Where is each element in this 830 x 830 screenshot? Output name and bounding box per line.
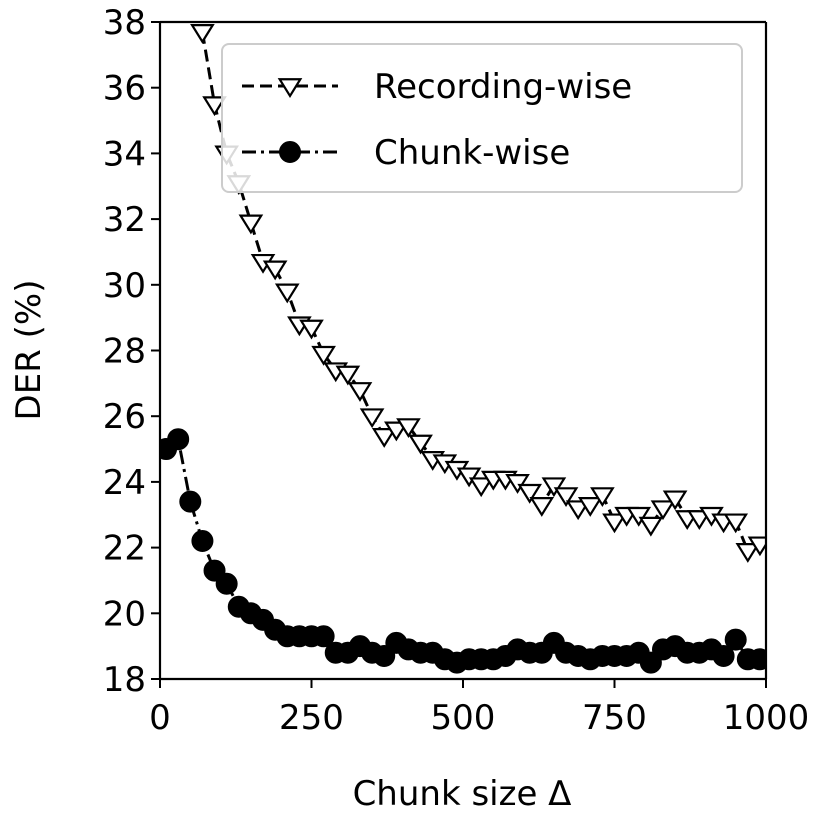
data-point-recording-wise	[335, 365, 361, 386]
data-point-chunk-wise	[179, 490, 202, 513]
data-point-recording-wise	[468, 477, 494, 498]
plot-content	[160, 24, 766, 674]
y-tick-label: 36	[103, 69, 146, 109]
x-tick-label: 750	[582, 698, 647, 738]
data-point-chunk-wise	[748, 648, 766, 671]
data-point-recording-wise	[359, 408, 385, 429]
series-chunk-wise	[160, 428, 766, 674]
data-point-recording-wise	[541, 477, 567, 498]
data-point-recording-wise	[650, 500, 676, 521]
x-tick-label: 500	[431, 698, 496, 738]
y-tick-label: 22	[103, 529, 146, 569]
x-tick-label: 0	[149, 698, 171, 738]
data-point-recording-wise	[517, 483, 542, 504]
plot-area	[160, 24, 766, 674]
data-point-recording-wise	[529, 497, 555, 517]
legend-label-chunk-wise: Chunk-wise	[374, 133, 570, 173]
y-tick-label: 34	[103, 134, 146, 174]
data-point-recording-wise	[274, 283, 300, 304]
data-point-chunk-wise	[724, 628, 747, 651]
data-point-recording-wise	[638, 516, 664, 537]
y-tick-label: 32	[103, 200, 146, 240]
data-point-recording-wise	[662, 490, 688, 511]
legend-marker-chunk-wise	[279, 141, 301, 163]
legend: Recording-wise Chunk-wise	[221, 43, 743, 193]
data-point-recording-wise	[456, 467, 482, 488]
data-point-recording-wise	[299, 319, 324, 340]
data-point-recording-wise	[408, 434, 433, 455]
data-point-recording-wise	[396, 418, 421, 439]
y-tick-label: 26	[103, 397, 146, 437]
data-point-chunk-wise	[167, 428, 190, 451]
y-tick-label: 38	[103, 3, 146, 43]
data-point-recording-wise	[238, 214, 264, 235]
data-point-recording-wise	[190, 24, 215, 44]
legend-marker-recording-wise	[277, 78, 303, 98]
data-point-recording-wise	[553, 487, 579, 508]
data-point-recording-wise	[577, 497, 603, 517]
y-tick-label: 28	[103, 332, 146, 372]
data-point-recording-wise	[735, 543, 761, 563]
y-axis-title: DER (%)	[9, 280, 49, 421]
data-point-chunk-wise	[191, 530, 214, 553]
data-point-chunk-wise	[312, 625, 335, 648]
x-tick-label: 250	[279, 698, 344, 738]
y-tick-label: 30	[103, 266, 146, 306]
y-tick-label: 24	[103, 463, 146, 503]
data-point-recording-wise	[723, 513, 749, 534]
data-point-recording-wise	[262, 260, 288, 281]
data-point-recording-wise	[311, 345, 336, 366]
data-point-recording-wise	[371, 428, 397, 448]
data-point-recording-wise	[202, 96, 227, 117]
y-tick-label: 18	[103, 660, 146, 700]
data-point-recording-wise	[347, 382, 373, 402]
data-point-chunk-wise	[215, 572, 238, 595]
legend-box	[221, 43, 743, 193]
y-tick-label: 20	[103, 594, 146, 634]
data-point-recording-wise	[602, 513, 627, 534]
axes: 18 20 22 24 26 28 30 32 34 36 38 0 250 500 750 1000	[103, 3, 810, 738]
data-point-recording-wise	[505, 474, 530, 494]
data-point-recording-wise	[626, 506, 652, 527]
legend-label-recording-wise: Recording-wise	[374, 67, 632, 107]
x-tick-label: 1000	[723, 698, 810, 738]
data-point-chunk-wise	[712, 645, 735, 668]
data-point-recording-wise	[590, 487, 615, 508]
x-axis-title: Chunk size Δ	[353, 774, 572, 814]
